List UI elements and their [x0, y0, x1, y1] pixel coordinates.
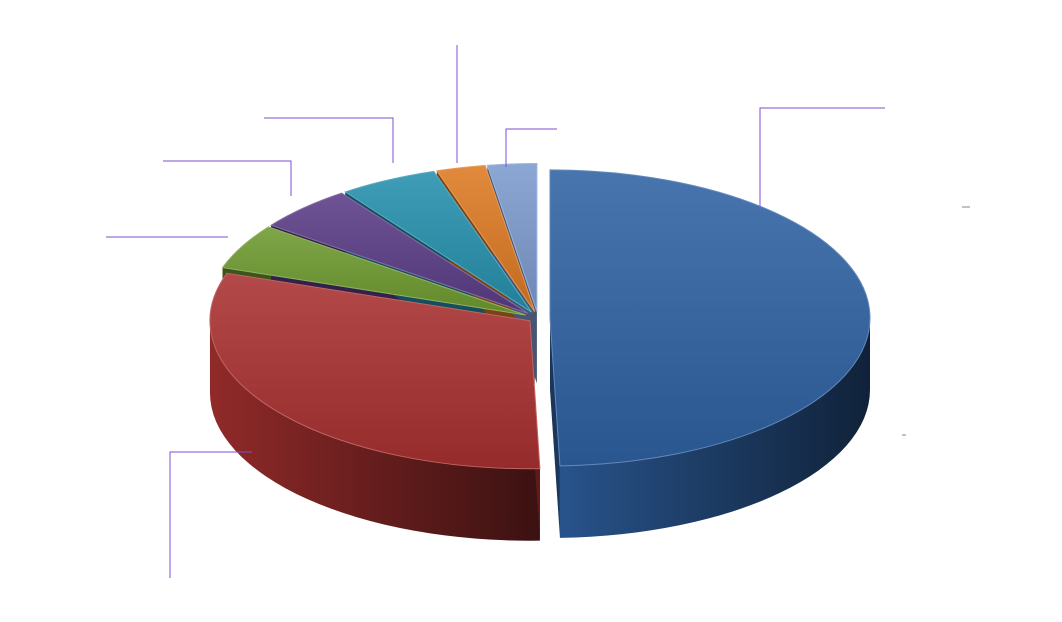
label-fleck	[962, 206, 970, 208]
slice-cut-face-1	[549, 317, 560, 538]
pie-slice-2	[209, 272, 541, 470]
leader-line-slice-7	[505, 128, 557, 167]
pie-slice-7	[486, 163, 538, 312]
leader-line-slice-5	[264, 117, 394, 163]
pie-slice-1	[549, 169, 871, 467]
leader-line-slice-2	[169, 451, 252, 578]
leader-line-slice-1	[759, 107, 885, 210]
leader-line-slice-4	[163, 160, 292, 196]
slice-side-1	[559, 317, 870, 538]
pie-slice-3	[221, 226, 526, 316]
pie-slice-4	[269, 192, 529, 314]
pie-slice-6	[435, 164, 536, 312]
label-remnants	[902, 206, 970, 436]
slice-tops-layer	[209, 163, 871, 470]
slice-side-2	[209, 320, 540, 541]
leader-lines-layer	[106, 45, 885, 578]
pie-slice-5	[344, 170, 533, 313]
label-fleck	[902, 434, 906, 436]
